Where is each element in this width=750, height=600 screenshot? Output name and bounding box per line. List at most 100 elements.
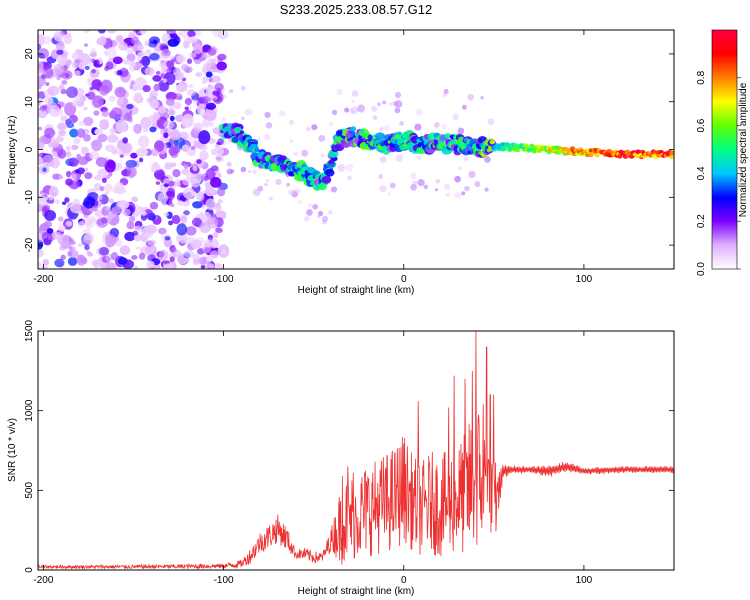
spectrogram-cell	[139, 30, 147, 35]
spectrogram-cell	[379, 156, 387, 164]
snr-ytick-label: 1000	[24, 399, 35, 422]
spectrogram-cell	[452, 113, 459, 121]
spectrogram-cell	[163, 132, 169, 139]
spectrogram-cell	[399, 121, 404, 126]
spectrogram-cell	[82, 116, 94, 127]
spectrogram-cell	[158, 227, 167, 235]
spectrogram-cell	[337, 164, 346, 172]
spectrogram-cell	[324, 168, 335, 177]
spectrogram-ytick-label: 10	[24, 96, 35, 108]
spectrogram-cell	[201, 119, 211, 128]
spectrogram-cell	[60, 115, 68, 122]
spectrogram-cell	[288, 119, 294, 125]
spectrogram-cell	[152, 75, 162, 82]
spectrogram-cell	[217, 30, 229, 40]
spectrogram-cell	[38, 101, 41, 106]
spectrogram-cell	[135, 246, 141, 250]
spectrogram-cell	[184, 97, 193, 106]
spectrogram-cell	[412, 180, 418, 186]
spectrogram-cell	[443, 183, 451, 190]
spectrogram-cell	[347, 175, 352, 181]
spectrogram-cell	[303, 215, 310, 222]
spectrogram-cell	[241, 116, 245, 120]
spectrogram-cell	[200, 92, 206, 96]
spectrogram-cell	[173, 137, 186, 149]
spectrogram-cell	[138, 157, 144, 163]
spectrogram-cell	[84, 244, 90, 251]
spectrogram-cell	[445, 192, 451, 198]
spectrogram-cell	[167, 108, 176, 116]
snr-ytick-label: 1500	[24, 319, 35, 342]
spectrogram-cell	[461, 104, 467, 110]
colorbar-tick-label: 0.4	[696, 166, 707, 180]
spectrogram-cell	[58, 123, 67, 131]
spectrogram-cell	[187, 58, 193, 65]
spectrogram-cell	[107, 30, 116, 34]
spectrogram-cell	[293, 151, 298, 156]
spectrogram-cell	[212, 90, 220, 96]
spectrogram-cell	[484, 156, 491, 163]
spectrogram-cell	[131, 196, 138, 203]
spectrogram-cell	[515, 148, 521, 153]
spectrogram-cell	[176, 181, 181, 187]
spectrogram-cell	[268, 196, 273, 201]
spectrogram-cell	[116, 96, 128, 108]
spectrogram-cell	[172, 169, 181, 178]
spectrogram-cell	[204, 109, 217, 122]
spectrogram-cell	[220, 249, 227, 255]
spectrogram-cell	[129, 84, 134, 90]
spectrogram-cell	[177, 71, 185, 80]
spectrogram-cell	[110, 252, 119, 261]
spectrogram-cell	[181, 64, 189, 71]
spectrogram-cell	[86, 91, 96, 100]
spectrogram-cell	[98, 84, 109, 96]
spectrogram-cell	[188, 84, 194, 89]
spectrogram-cell	[669, 150, 674, 155]
spectrogram-cell	[51, 151, 58, 157]
spectrogram-cell	[160, 48, 171, 59]
spectrogram-cell	[137, 135, 150, 148]
spectrogram-cell	[155, 70, 161, 75]
spectrogram-cell	[263, 133, 271, 141]
spectrogram-cell	[434, 188, 439, 192]
spectrogram-cell	[372, 115, 378, 121]
spectrogram-cell	[265, 122, 273, 129]
spectrogram-cell	[47, 85, 60, 96]
spectrogram-cell	[264, 111, 271, 119]
spectrogram-cell	[46, 101, 58, 110]
spectrogram-cell	[81, 218, 92, 226]
spectrogram-cell	[111, 206, 122, 215]
spectrogram-cell	[213, 262, 223, 269]
spectrogram-cell	[206, 216, 218, 229]
spectrogram-cell	[83, 133, 91, 142]
spectrogram-cell	[44, 220, 52, 228]
spectrogram-cell	[168, 146, 178, 156]
spectrogram-cell	[56, 49, 64, 55]
spectrogram-cell	[123, 59, 131, 65]
spectrogram-cell	[216, 172, 222, 178]
spectrogram-cell	[80, 146, 89, 156]
spectrogram-cell	[153, 169, 165, 179]
spectrogram-cell	[57, 174, 63, 180]
spectrogram-cell	[240, 166, 247, 173]
spectrogram-cell	[98, 36, 107, 46]
spectrogram-cell	[97, 133, 108, 143]
spectrogram-cell	[105, 47, 117, 59]
spectrogram-cell	[216, 61, 227, 71]
figure-title: S233.2025.233.08.57.G12	[280, 2, 433, 17]
colorbar-tick-label: 0.0	[696, 262, 707, 276]
spectrogram-cell	[410, 172, 417, 180]
spectrogram-cell	[170, 203, 175, 208]
spectrogram-cell	[423, 184, 429, 190]
spectrogram-cell	[148, 40, 158, 48]
spectrogram-cell	[163, 120, 175, 130]
spectrogram-cell	[131, 255, 138, 260]
spectrogram-cell	[247, 169, 252, 174]
spectrogram-cell	[185, 226, 197, 236]
spectrogram-cell	[65, 151, 72, 158]
spectrogram-cell	[67, 256, 78, 266]
spectrogram-cell	[48, 196, 54, 201]
spectrogram-cell	[279, 110, 286, 118]
spectrogram-cell	[331, 109, 338, 116]
